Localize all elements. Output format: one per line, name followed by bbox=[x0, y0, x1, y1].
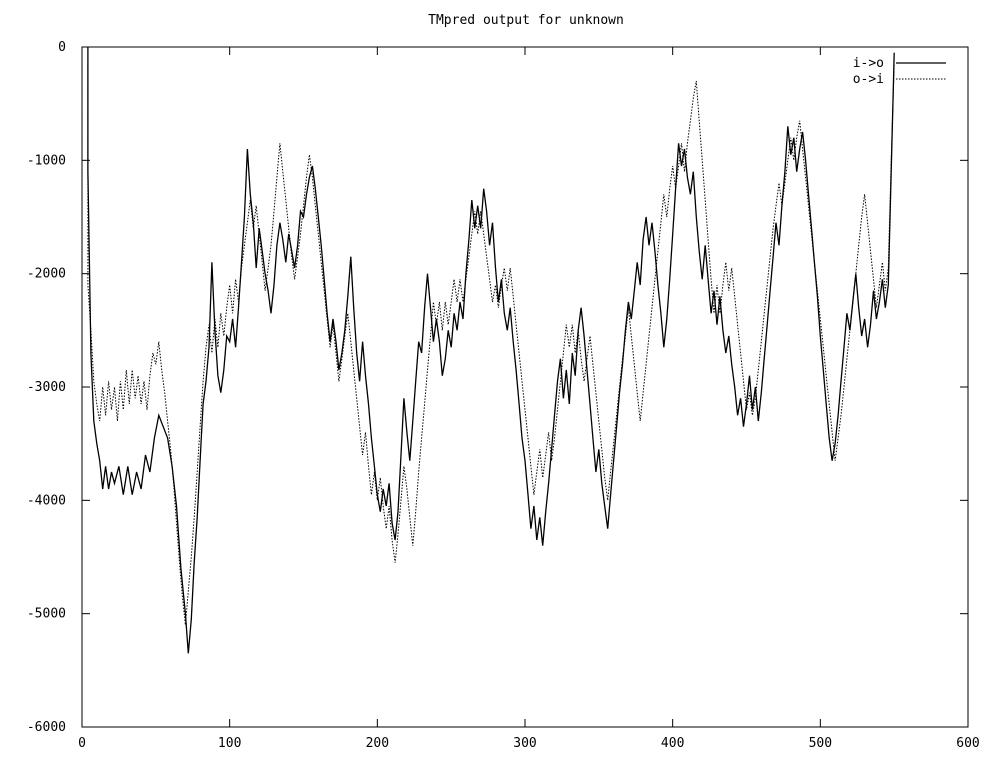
y-tick-label: -2000 bbox=[27, 267, 66, 282]
legend: i->oo->i bbox=[853, 56, 946, 87]
x-tick-label: 100 bbox=[218, 736, 241, 751]
y-tick-label: -5000 bbox=[27, 607, 66, 622]
series-line-o-i bbox=[87, 63, 895, 626]
chart-title: TMpred output for unknown bbox=[428, 13, 624, 28]
y-tick-label: -6000 bbox=[27, 720, 66, 735]
x-tick-label: 600 bbox=[956, 736, 979, 751]
x-tick-label: 200 bbox=[366, 736, 389, 751]
legend-label: o->i bbox=[853, 72, 884, 87]
x-tick-label: 400 bbox=[661, 736, 684, 751]
series-line-i-o bbox=[87, 47, 895, 654]
y-tick-label: -3000 bbox=[27, 380, 66, 395]
x-tick-label: 300 bbox=[513, 736, 536, 751]
y-tick-label: -4000 bbox=[27, 493, 66, 508]
y-tick-label: -1000 bbox=[27, 153, 66, 168]
axis-ticks: 0 100 200 300 400 500 600 0 -1000 -2000 -3000 -4000… bbox=[27, 40, 980, 751]
plot-frame bbox=[81, 46, 969, 728]
y-tick-label: 0 bbox=[58, 40, 66, 55]
x-tick-label: 500 bbox=[809, 736, 832, 751]
legend-label: i->o bbox=[853, 56, 884, 71]
series-lines bbox=[87, 47, 895, 654]
x-tick-label: 0 bbox=[78, 736, 86, 751]
